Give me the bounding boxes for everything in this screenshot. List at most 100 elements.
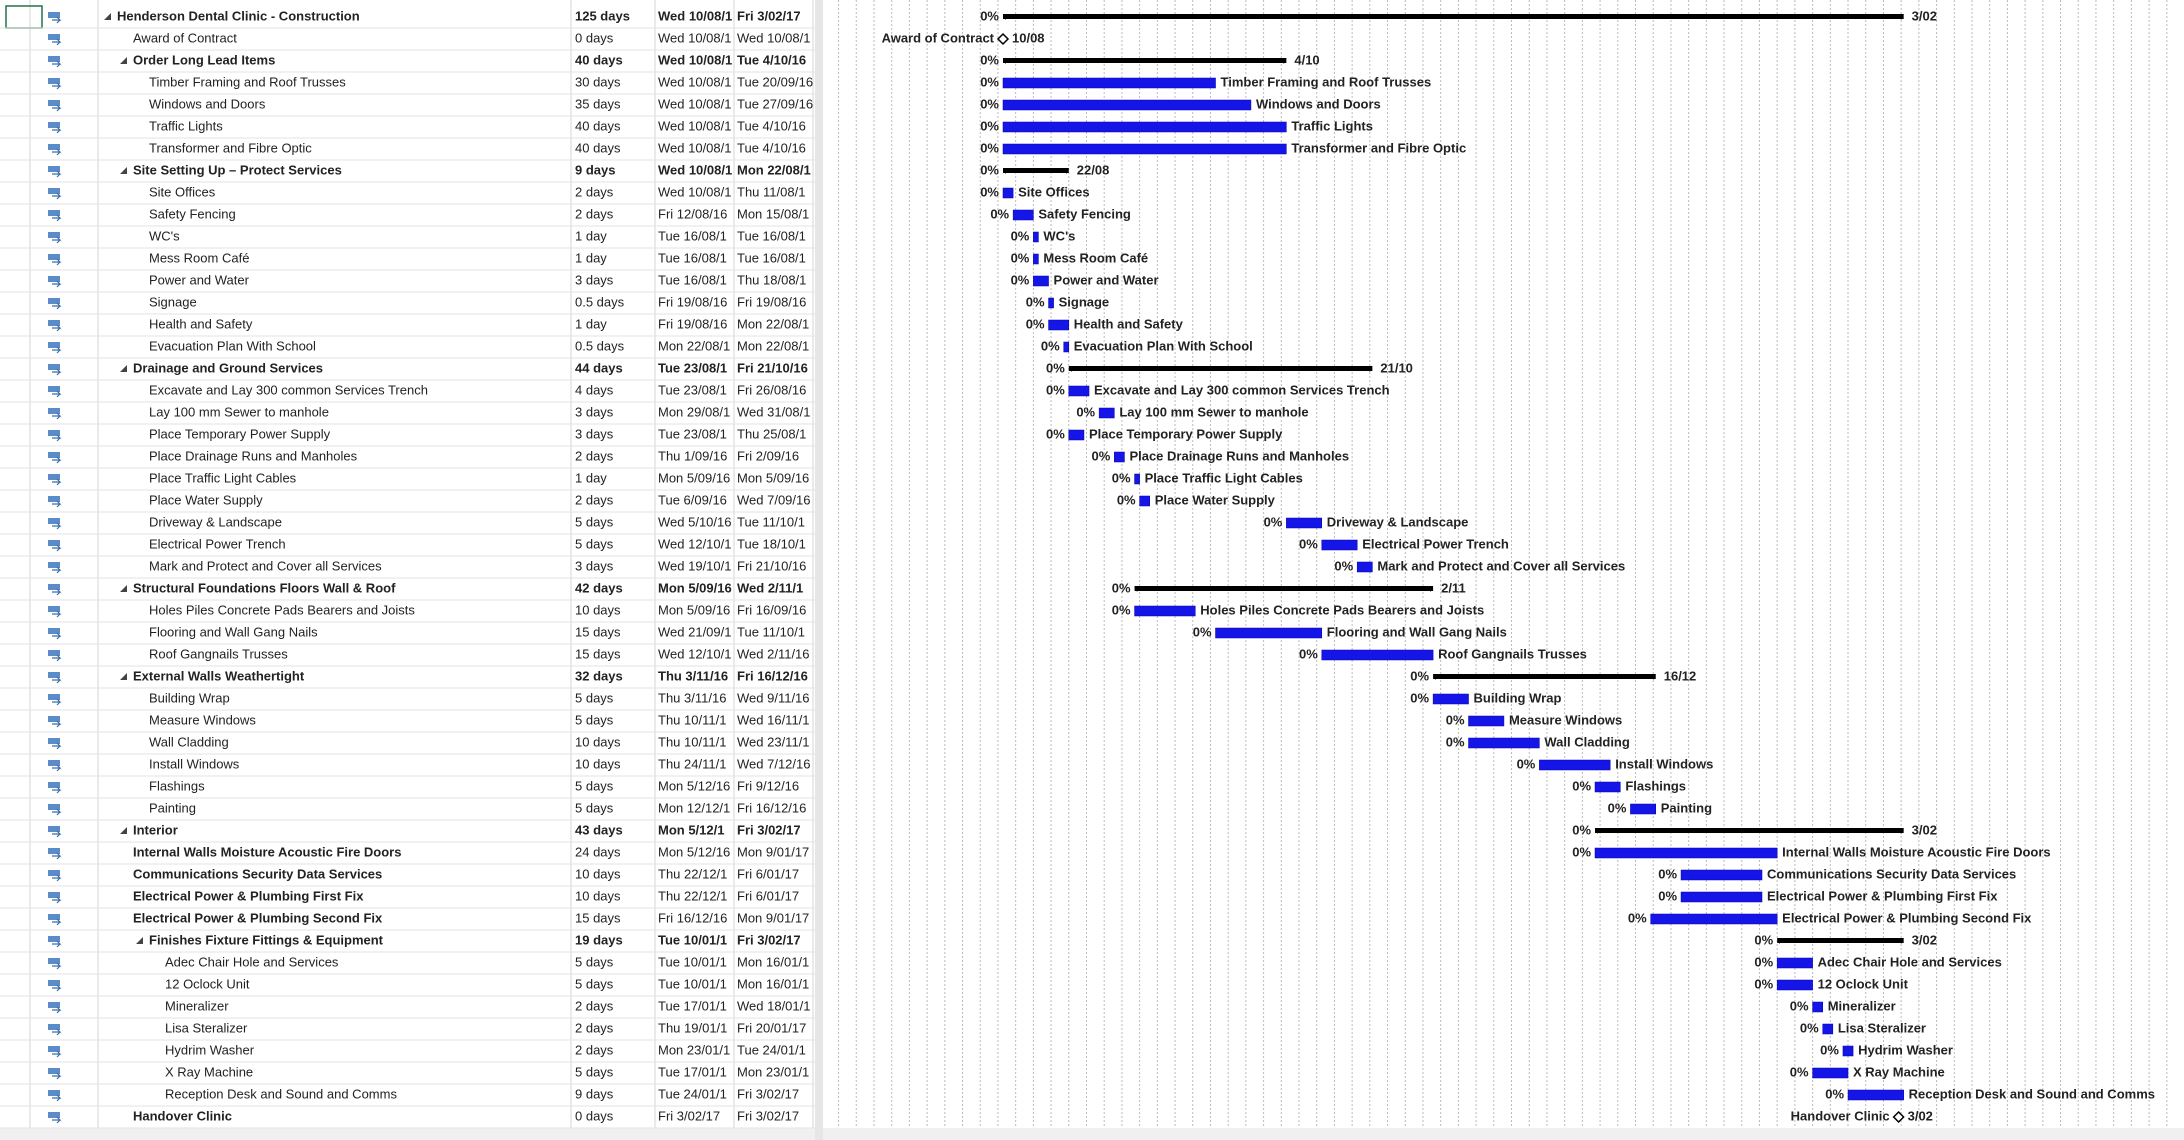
task-bar[interactable] (1650, 913, 1778, 925)
task-name[interactable]: Traffic Lights (149, 118, 223, 133)
task-bar[interactable] (1033, 275, 1049, 287)
task-bar[interactable] (1048, 319, 1070, 331)
task-bar[interactable] (1468, 737, 1540, 749)
task-name[interactable]: Painting (149, 800, 196, 815)
task-bar[interactable] (1594, 847, 1778, 859)
task-name[interactable]: Mineralizer (165, 998, 229, 1013)
task-bar[interactable] (1842, 1045, 1854, 1057)
task-bar[interactable] (1002, 187, 1014, 199)
summary-bar[interactable] (1134, 586, 1434, 591)
task-bar[interactable] (1068, 429, 1085, 441)
task-bar[interactable] (1098, 407, 1115, 419)
task-bar[interactable] (1776, 957, 1813, 969)
task-name[interactable]: Timber Framing and Roof Trusses (149, 74, 346, 89)
task-bar[interactable] (1539, 759, 1611, 771)
task-bar[interactable] (1002, 121, 1287, 133)
task-name[interactable]: Award of Contract (133, 30, 237, 45)
task-bar[interactable] (1286, 517, 1323, 529)
task-bar[interactable] (1063, 341, 1070, 353)
task-bar[interactable] (1012, 209, 1034, 221)
summary-bar[interactable] (1003, 14, 1904, 19)
task-name[interactable]: Place Drainage Runs and Manholes (149, 448, 358, 463)
task-bar[interactable] (1002, 77, 1216, 89)
task-name[interactable]: Hydrim Washer (165, 1042, 255, 1057)
summary-bar[interactable] (1433, 674, 1656, 679)
task-name[interactable]: Mess Room Café (149, 250, 249, 265)
task-bar[interactable] (1776, 979, 1813, 991)
task-bar[interactable] (1068, 385, 1090, 397)
task-bar[interactable] (1356, 561, 1373, 573)
task-name[interactable]: Structural Foundations Floors Wall & Roo… (133, 580, 396, 595)
task-name[interactable]: Henderson Dental Clinic - Construction (117, 8, 360, 23)
task-name[interactable]: Windows and Doors (149, 96, 266, 111)
task-bar[interactable] (1048, 297, 1054, 309)
task-name[interactable]: X Ray Machine (165, 1064, 253, 1079)
task-name[interactable]: Finishes Fixture Fittings & Equipment (149, 932, 384, 947)
task-name[interactable]: Flashings (149, 778, 205, 793)
task-name[interactable]: Power and Water (149, 272, 250, 287)
task-bar[interactable] (1468, 715, 1505, 727)
task-bar[interactable] (1847, 1089, 1904, 1101)
outline-toggle[interactable] (120, 167, 127, 174)
outline-toggle[interactable] (120, 585, 127, 592)
task-bar[interactable] (1812, 1067, 1849, 1079)
task-name[interactable]: Electrical Power Trench (149, 536, 286, 551)
task-name[interactable]: Evacuation Plan With School (149, 338, 316, 353)
task-bar[interactable] (1215, 627, 1323, 639)
task-bar[interactable] (1033, 231, 1039, 243)
task-name[interactable]: Place Traffic Light Cables (149, 470, 297, 485)
task-bar[interactable] (1680, 891, 1763, 903)
task-bar[interactable] (1680, 869, 1763, 881)
task-name[interactable]: Install Windows (149, 756, 240, 771)
task-bar[interactable] (1134, 473, 1140, 485)
task-bar[interactable] (1432, 693, 1469, 705)
summary-bar[interactable] (1003, 168, 1069, 173)
task-name[interactable]: Site Offices (149, 184, 216, 199)
task-name[interactable]: Lisa Steralizer (165, 1020, 248, 1035)
outline-toggle[interactable] (120, 827, 127, 834)
task-name[interactable]: Wall Cladding (149, 734, 229, 749)
task-bar[interactable] (1033, 253, 1039, 265)
task-bar[interactable] (1822, 1023, 1834, 1035)
task-bar[interactable] (1812, 1001, 1823, 1013)
summary-bar[interactable] (1003, 58, 1287, 63)
task-name[interactable]: Lay 100 mm Sewer to manhole (149, 404, 329, 419)
task-name[interactable]: Interior (133, 822, 178, 837)
task-name[interactable]: Handover Clinic (133, 1108, 232, 1123)
task-name[interactable]: Measure Windows (149, 712, 256, 727)
task-name[interactable]: Internal Walls Moisture Acoustic Fire Do… (133, 844, 401, 859)
task-name[interactable]: Building Wrap (149, 690, 230, 705)
task-name[interactable]: Site Setting Up – Protect Services (133, 162, 342, 177)
task-bar[interactable] (1002, 143, 1287, 155)
outline-toggle[interactable] (120, 57, 127, 64)
outline-toggle[interactable] (120, 673, 127, 680)
task-name[interactable]: Reception Desk and Sound and Comms (165, 1086, 397, 1101)
task-name[interactable]: Mark and Protect and Cover all Services (149, 558, 382, 573)
task-name[interactable]: External Walls Weathertight (133, 668, 305, 683)
task-bar[interactable] (1114, 451, 1125, 463)
task-name[interactable]: Driveway & Landscape (149, 514, 282, 529)
task-bar[interactable] (1321, 649, 1434, 661)
task-name[interactable]: Electrical Power & Plumbing Second Fix (133, 910, 383, 925)
task-name[interactable]: Holes Piles Concrete Pads Bearers and Jo… (149, 602, 415, 617)
task-name[interactable]: WC's (149, 228, 180, 243)
gantt-scrollbar[interactable] (823, 1128, 2184, 1140)
task-name[interactable]: Drainage and Ground Services (133, 360, 323, 375)
task-name[interactable]: Signage (149, 294, 197, 309)
task-name[interactable]: Roof Gangnails Trusses (149, 646, 288, 661)
task-bar[interactable] (1002, 99, 1252, 111)
task-name[interactable]: Flooring and Wall Gang Nails (149, 624, 318, 639)
task-name[interactable]: Electrical Power & Plumbing First Fix (133, 888, 364, 903)
task-name[interactable]: Place Water Supply (149, 492, 263, 507)
summary-bar[interactable] (1068, 366, 1373, 371)
task-bar[interactable] (1594, 781, 1621, 793)
summary-bar[interactable] (1777, 938, 1904, 943)
outline-toggle[interactable] (104, 13, 111, 20)
summary-bar[interactable] (1595, 828, 1904, 833)
task-name[interactable]: Safety Fencing (149, 206, 236, 221)
task-bar[interactable] (1321, 539, 1358, 551)
task-name[interactable]: Excavate and Lay 300 common Services Tre… (149, 382, 428, 397)
outline-toggle[interactable] (120, 365, 127, 372)
task-name[interactable]: Health and Safety (149, 316, 253, 331)
task-name[interactable]: 12 Oclock Unit (165, 976, 250, 991)
